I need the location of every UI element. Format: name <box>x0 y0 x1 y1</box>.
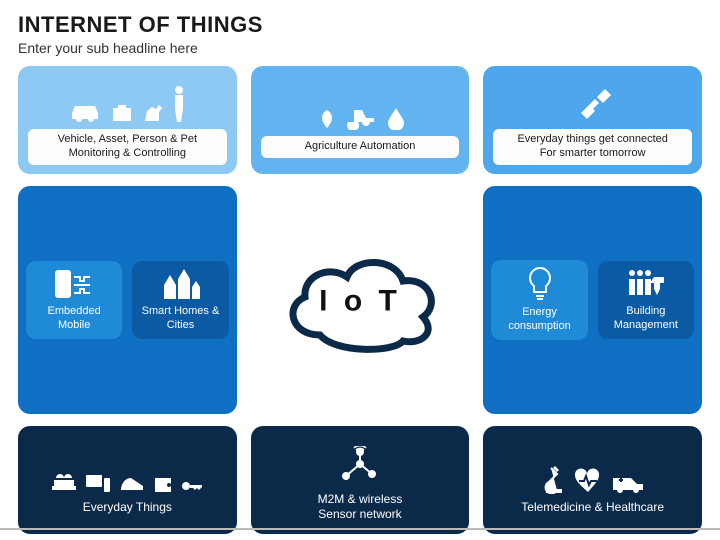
half-label: Smart Homes & Cities <box>142 305 220 333</box>
iconrow-health <box>541 446 645 494</box>
faucet-people-icon <box>624 267 668 301</box>
card-label: Telemedicine & Healthcare <box>521 500 664 515</box>
card-label: Everyday Things <box>83 500 172 515</box>
card-label: Everyday things get connected For smarte… <box>493 129 692 165</box>
card-label: Vehicle, Asset, Person & Pet Monitoring … <box>28 129 227 165</box>
iconrow-agri <box>316 82 404 130</box>
car-icon <box>68 101 102 123</box>
shoe-icon <box>119 476 145 494</box>
bulb-icon <box>525 266 555 302</box>
card-m2m: M2M & wireless Sensor network <box>251 426 470 534</box>
card-label: M2M & wireless Sensor network <box>318 492 403 522</box>
half-energy: Energy consumption <box>491 260 587 340</box>
iconrow-vehicle <box>68 75 186 123</box>
wallet-icon <box>153 476 173 494</box>
tractor-icon <box>346 104 380 130</box>
microscope-icon <box>541 464 565 494</box>
ambulance-icon <box>611 472 645 494</box>
briefcase-icon <box>110 101 134 123</box>
half-label: Embedded Mobile <box>48 305 101 333</box>
card-connected: Everyday things get connected For smarte… <box>483 66 702 174</box>
cloud-label: I o T <box>319 284 401 318</box>
person-icon <box>172 85 186 123</box>
cloud-shape: I o T <box>275 245 445 355</box>
city-icon <box>160 267 200 301</box>
iconrow-everyday <box>51 446 203 494</box>
iconrow-plug <box>571 75 615 123</box>
key-icon <box>181 478 203 494</box>
heartbeat-icon <box>573 468 603 494</box>
card-embedded-smart: Embedded Mobile Smart Homes & Cities <box>18 186 237 414</box>
plug-icon <box>571 79 615 123</box>
card-agriculture: Agriculture Automation <box>251 66 470 174</box>
card-everyday: Everyday Things <box>18 426 237 534</box>
card-label: Agriculture Automation <box>261 136 460 158</box>
card-telemedicine: Telemedicine & Healthcare <box>483 426 702 534</box>
card-vehicle-asset: Vehicle, Asset, Person & Pet Monitoring … <box>18 66 237 174</box>
devices-icon <box>85 472 111 494</box>
half-building: Building Management <box>598 261 694 339</box>
half-smarthome: Smart Homes & Cities <box>132 261 228 339</box>
dog-icon <box>142 99 164 123</box>
half-label: Building Management <box>614 305 678 333</box>
chip-phone-icon <box>54 267 94 301</box>
sofa-icon <box>51 472 77 494</box>
iconrow-m2m <box>338 438 382 486</box>
drop-icon <box>388 108 404 130</box>
footer-divider <box>0 528 720 530</box>
network-icon <box>338 446 382 486</box>
leaf-icon <box>316 108 338 130</box>
half-embedded: Embedded Mobile <box>26 261 122 339</box>
iot-grid: Vehicle, Asset, Person & Pet Monitoring … <box>18 66 702 534</box>
center-cloud-cell: I o T <box>251 186 470 414</box>
half-label: Energy consumption <box>508 306 570 334</box>
card-energy-building: Energy consumption Building Management <box>483 186 702 414</box>
page-title: INTERNET OF THINGS <box>18 12 702 38</box>
page-subtitle: Enter your sub headline here <box>18 40 702 56</box>
